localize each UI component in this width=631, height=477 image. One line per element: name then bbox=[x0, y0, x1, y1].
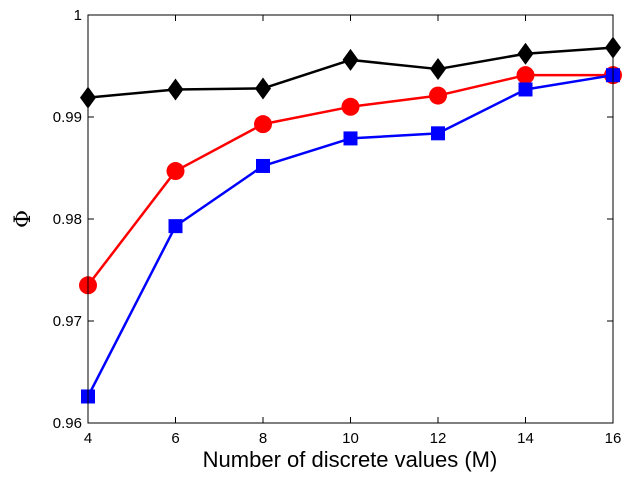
data-point-diamond bbox=[517, 42, 534, 65]
y-axis-label: Φ bbox=[11, 210, 36, 228]
data-point-circle bbox=[516, 66, 535, 85]
x-tick-label: 14 bbox=[517, 430, 534, 447]
data-point-circle bbox=[429, 86, 447, 105]
y-tick-label: 0.99 bbox=[53, 109, 82, 126]
data-point-diamond bbox=[342, 48, 359, 71]
data-point-circle bbox=[254, 115, 272, 134]
series-layer bbox=[79, 36, 622, 404]
series-square bbox=[81, 68, 620, 404]
plot-frame bbox=[87, 14, 614, 424]
data-point-square bbox=[168, 219, 183, 234]
data-point-diamond bbox=[167, 78, 184, 101]
x-tick-label: 10 bbox=[342, 430, 359, 447]
data-point-diamond bbox=[255, 77, 271, 100]
x-tick-label: 8 bbox=[259, 430, 267, 447]
data-point-square bbox=[256, 158, 270, 173]
y-tick-label: 0.96 bbox=[53, 415, 82, 432]
data-point-square bbox=[518, 82, 533, 97]
y-tick-label: 0.98 bbox=[53, 211, 82, 228]
x-axis-label: Number of discrete values (M) bbox=[203, 447, 498, 472]
y-tick-label: 0.97 bbox=[53, 313, 82, 330]
data-point-square bbox=[431, 126, 445, 141]
data-point-circle bbox=[341, 97, 360, 116]
x-tick-label: 16 bbox=[605, 430, 622, 447]
data-point-circle bbox=[166, 162, 185, 181]
tick-labels: 4 6 8 10 12 14 16 0.96 0.97 0.98 0.99 1 bbox=[53, 7, 622, 447]
x-tick-label: 6 bbox=[171, 430, 179, 447]
x-tick-label: 12 bbox=[430, 430, 447, 447]
data-point-diamond bbox=[430, 58, 446, 81]
y-tick-label: 1 bbox=[74, 7, 82, 24]
x-tick-label: 4 bbox=[84, 430, 92, 447]
data-point-square bbox=[343, 131, 358, 146]
